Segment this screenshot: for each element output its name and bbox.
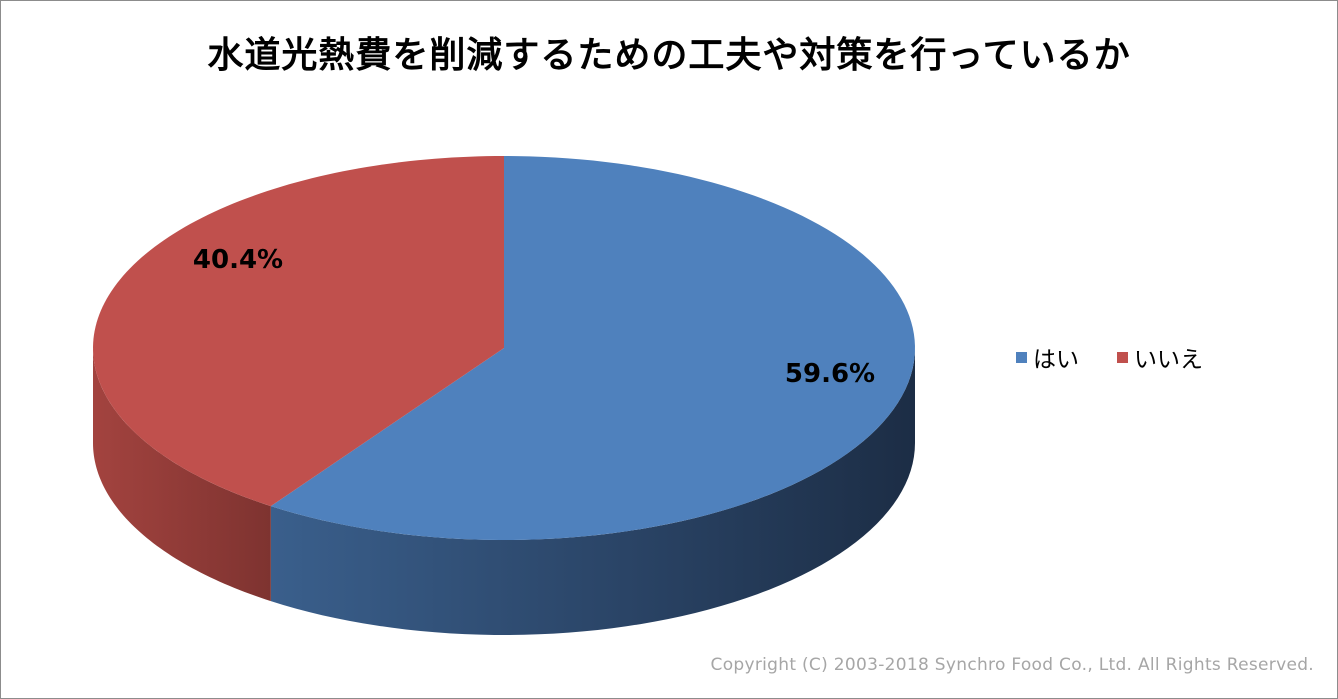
legend-swatch-no (1117, 351, 1128, 363)
legend-item-yes: はい (1016, 340, 1079, 374)
data-label-no: 40.4% (193, 245, 283, 275)
chart-title: 水道光熱費を削減するための工夫や対策を行っているか (207, 35, 1131, 76)
copyright-text: Copyright (C) 2003-2018 Synchro Food Co.… (710, 655, 1314, 675)
legend-label-yes: はい (1033, 347, 1079, 373)
pie-slice-yes (270, 156, 915, 540)
data-label-yes: 59.6% (785, 359, 875, 389)
legend-label-no: いいえ (1134, 347, 1203, 373)
chart-legend: はい いいえ (1016, 340, 1241, 374)
pie-slice-side-yes (270, 348, 916, 635)
pie-slice-no (93, 156, 504, 507)
legend-swatch-yes (1016, 351, 1027, 363)
legend-item-no: いいえ (1117, 340, 1203, 374)
pie-slice-side-no (93, 348, 271, 602)
